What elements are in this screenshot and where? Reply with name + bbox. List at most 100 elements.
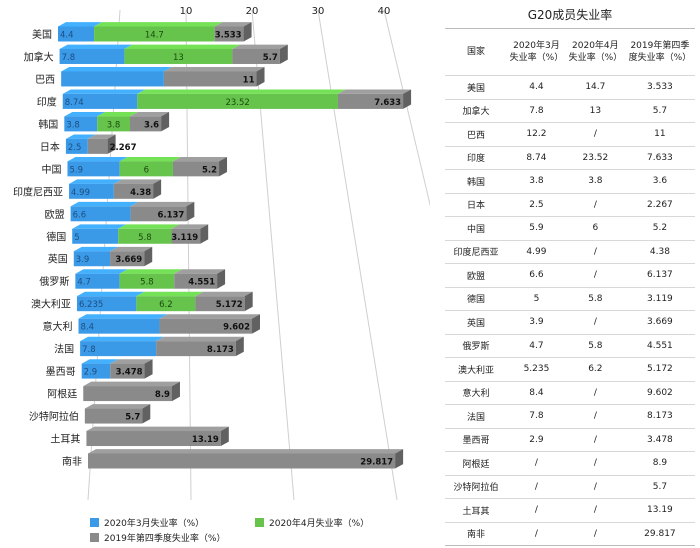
bar-segment bbox=[73, 251, 111, 267]
data-label: 6.6 bbox=[73, 210, 87, 220]
gridline bbox=[317, 9, 398, 501]
cell-country: 沙特阿拉伯 bbox=[445, 474, 507, 499]
cell-march: / bbox=[507, 474, 566, 499]
table-row: 澳大利亚 5.235 6.2 5.172 bbox=[445, 357, 695, 382]
cell-march: 4.7 bbox=[507, 333, 566, 358]
data-label: 5.172 bbox=[216, 300, 243, 310]
bar-group: 日本 2.5 2.267 bbox=[40, 134, 137, 154]
bar-end-face bbox=[243, 22, 252, 42]
bar-group: 法国 7.8 8.173 bbox=[54, 336, 244, 357]
cell-march: 6.6 bbox=[507, 263, 566, 288]
cell-march: 2.5 bbox=[507, 192, 566, 217]
bar-top-face bbox=[69, 179, 122, 184]
bar-top-face bbox=[83, 381, 180, 387]
bar-top-face bbox=[159, 314, 261, 319]
cell-country: 加拿大 bbox=[445, 98, 507, 123]
bar-top-face bbox=[58, 22, 103, 27]
data-label: 3.9 bbox=[76, 255, 90, 265]
bar-end-face bbox=[144, 359, 153, 379]
bar-top-face bbox=[62, 89, 146, 94]
cell-march: 12.2 bbox=[507, 122, 566, 147]
bar-top-face bbox=[124, 44, 241, 49]
cell-q4: 5.2 bbox=[624, 216, 695, 241]
cell-q4: 8.173 bbox=[624, 404, 695, 429]
legend-swatch-q4 bbox=[90, 533, 99, 542]
data-label: 7.633 bbox=[374, 98, 401, 108]
bar-segment bbox=[94, 26, 215, 42]
bar-segment bbox=[171, 228, 201, 244]
chart-legend: 2020年3月失业率（%） 2020年4月失业率（%） 2019年第四季度失业率… bbox=[90, 516, 430, 546]
data-label: 29.817 bbox=[360, 458, 393, 468]
bar-top-face bbox=[214, 22, 252, 27]
cell-country: 中国 bbox=[445, 216, 507, 241]
cell-april: 5.8 bbox=[565, 286, 625, 311]
legend-label-march: 2020年3月失业率（%） bbox=[104, 519, 205, 529]
cell-country: 澳大利亚 bbox=[445, 357, 507, 382]
cell-march: / bbox=[507, 451, 566, 476]
cell-country: 巴西 bbox=[445, 122, 507, 147]
bar-segment bbox=[337, 93, 404, 109]
table-row: 土耳其 //13.19 bbox=[445, 498, 695, 523]
bar-segment bbox=[62, 93, 138, 109]
category-label: 英国 bbox=[48, 253, 68, 266]
bar-end-face bbox=[395, 449, 404, 469]
cell-april: 14.7 bbox=[565, 75, 625, 100]
legend-item-q4: 2019年第四季度失业率（%） bbox=[90, 531, 225, 544]
cell-country: 意大利 bbox=[445, 380, 507, 405]
bar-segment bbox=[119, 161, 173, 177]
category-label: 德国 bbox=[46, 230, 66, 243]
category-label: 印度 bbox=[37, 95, 57, 108]
table-row: 中国 5.9 6 5.2 bbox=[445, 216, 695, 241]
cell-q4: 8.9 bbox=[624, 451, 695, 476]
cell-q4: 3.669 bbox=[624, 310, 695, 335]
data-label: 23.52 bbox=[225, 98, 249, 108]
cell-q4: 4.551 bbox=[624, 333, 695, 358]
bar-top-face bbox=[75, 269, 128, 274]
bar-end-face bbox=[153, 179, 162, 199]
bar-segment bbox=[61, 71, 164, 87]
bar-group: 墨西哥 2.9 3.478 bbox=[46, 359, 153, 379]
bar-segment bbox=[83, 386, 172, 402]
cell-q4: 5.7 bbox=[624, 474, 695, 499]
legend-label-q4: 2019年第四季度失业率（%） bbox=[104, 534, 226, 544]
bar-end-face bbox=[217, 269, 226, 289]
category-label: 巴西 bbox=[35, 74, 55, 86]
bar-top-face bbox=[172, 156, 228, 162]
data-label: 6.2 bbox=[159, 300, 173, 310]
data-label: 5.9 bbox=[69, 165, 83, 175]
bar-top-face bbox=[67, 156, 128, 162]
cell-april: 3.8 bbox=[565, 169, 625, 194]
bar-segment bbox=[81, 363, 111, 379]
category-label: 韩国 bbox=[38, 118, 58, 131]
bar-group: 欧盟 6.6 6.137 bbox=[45, 201, 195, 222]
table-row: 印度 8.74 23.52 7.633 bbox=[445, 145, 695, 170]
bar-segment bbox=[97, 116, 130, 132]
cell-march: 3.9 bbox=[507, 310, 566, 335]
bar-segment bbox=[110, 251, 145, 267]
cell-march: 8.4 bbox=[507, 380, 566, 405]
bar-top-face bbox=[64, 111, 106, 117]
bar-end-face bbox=[279, 44, 288, 64]
data-label: 5 bbox=[74, 233, 79, 243]
bar-top-face bbox=[84, 404, 151, 409]
bar-top-face bbox=[76, 291, 145, 297]
cell-march: 5.235 bbox=[507, 357, 566, 382]
table-row: 日本 2.5/2.267 bbox=[445, 192, 695, 217]
bar-group: 俄罗斯 4.7 5.8 4.551 bbox=[39, 269, 226, 289]
data-label: 6.235 bbox=[79, 300, 103, 310]
bar-top-face bbox=[94, 22, 223, 27]
cell-march: 5.9 bbox=[507, 216, 566, 241]
table-row: 加拿大 7.8 13 5.7 bbox=[445, 98, 695, 123]
table-row: 英国 3.9/3.669 bbox=[445, 310, 695, 335]
bar-chart: 10 20 30 40 美国 4.4 14.7 3.533 加拿大 7.8 13 5.7 巴西 11 印度 8… bbox=[13, 6, 430, 546]
cell-april: / bbox=[565, 122, 625, 147]
cell-q4: 29.817 bbox=[624, 521, 695, 546]
header-country: 国家 bbox=[445, 28, 507, 76]
table-row: 印度尼西亚 4.99/4.38 bbox=[445, 239, 695, 264]
bar-segment bbox=[195, 296, 245, 312]
bar-group: 阿根廷 8.9 bbox=[47, 381, 180, 402]
cell-country: 阿根廷 bbox=[445, 451, 507, 476]
legend-item-march: 2020年3月失业率（%） bbox=[90, 516, 204, 529]
cell-march: / bbox=[507, 498, 566, 523]
data-label: 5.2 bbox=[202, 165, 217, 175]
